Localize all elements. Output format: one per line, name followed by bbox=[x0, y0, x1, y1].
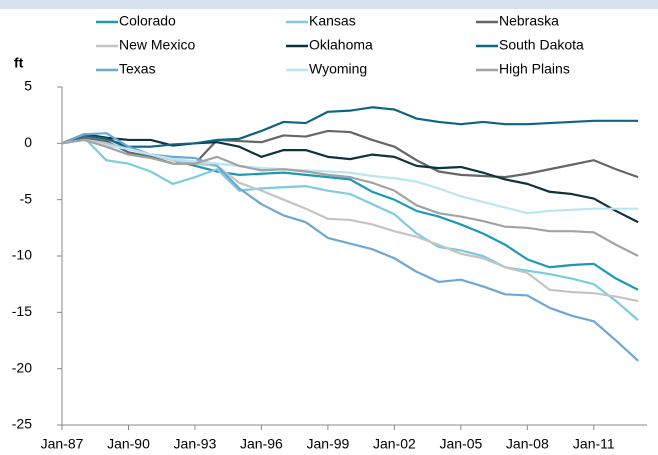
y-tick-label: -10 bbox=[12, 247, 32, 263]
legend-label: Colorado bbox=[119, 13, 176, 29]
series-line bbox=[61, 138, 639, 215]
x-tick-label: Jan-11 bbox=[573, 436, 615, 452]
header-strip bbox=[0, 0, 658, 9]
legend-label: High Plains bbox=[499, 61, 570, 77]
y-tick-label: -25 bbox=[12, 416, 32, 432]
series-line bbox=[61, 138, 639, 303]
series-line bbox=[61, 138, 639, 257]
x-tick-label: Jan-96 bbox=[240, 436, 283, 452]
y-tick-label: 5 bbox=[24, 78, 32, 94]
x-tick-label: Jan-87 bbox=[41, 436, 84, 452]
legend-label: Kansas bbox=[309, 13, 356, 29]
y-tick-label: -15 bbox=[12, 303, 32, 319]
legend-label: Nebraska bbox=[499, 13, 559, 29]
series-line bbox=[61, 106, 639, 148]
series-line bbox=[61, 136, 639, 322]
legend-label: Wyoming bbox=[309, 61, 367, 77]
y-tick-label: -5 bbox=[20, 190, 33, 206]
legend-label: South Dakota bbox=[499, 37, 584, 53]
x-tick-label: Jan-93 bbox=[174, 436, 217, 452]
x-tick-label: Jan-02 bbox=[373, 436, 416, 452]
x-tick-label: Jan-90 bbox=[107, 436, 150, 452]
x-tick-label: Jan-08 bbox=[506, 436, 549, 452]
x-tick-label: Jan-05 bbox=[439, 436, 482, 452]
series-line bbox=[61, 132, 639, 362]
series-line bbox=[61, 133, 639, 224]
x-tick-label: Jan-99 bbox=[307, 436, 350, 452]
y-tick-label: -20 bbox=[12, 359, 32, 375]
y-tick-label: 0 bbox=[24, 134, 32, 150]
legend-label: Texas bbox=[119, 61, 156, 77]
legend-label: New Mexico bbox=[119, 37, 195, 53]
legend-label: Oklahoma bbox=[309, 37, 373, 53]
y-axis-label: ft bbox=[14, 55, 24, 71]
